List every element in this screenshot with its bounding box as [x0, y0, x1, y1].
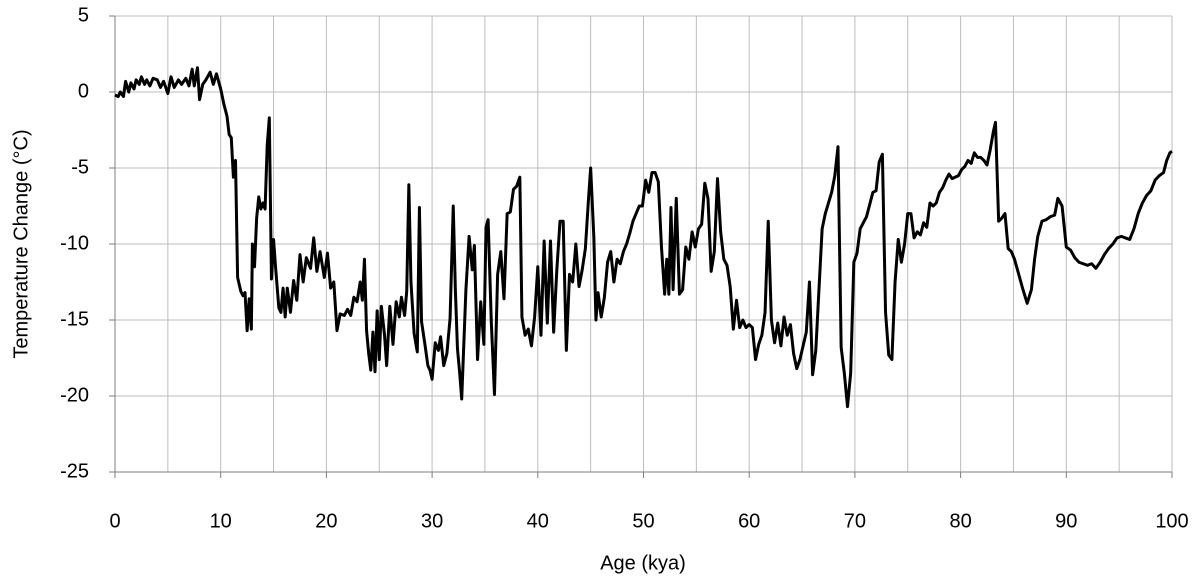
x-tick-label: 30: [421, 510, 443, 532]
x-axis-label: Age (kya): [600, 552, 686, 574]
data-line: [114, 66, 1173, 409]
y-tick-label: -15: [60, 308, 89, 330]
x-tick-label: 60: [738, 510, 760, 532]
y-tick-label: -10: [60, 232, 89, 254]
x-tick-label: 40: [527, 510, 549, 532]
x-tick-label: 20: [315, 510, 337, 532]
x-tick-label: 90: [1055, 510, 1077, 532]
x-tick-label: 70: [844, 510, 866, 532]
x-tick-label: 10: [210, 510, 232, 532]
x-tick-label: 50: [632, 510, 654, 532]
y-axis-label: Temperature Change (°C): [10, 129, 32, 358]
x-tick-label: 80: [949, 510, 971, 532]
y-tick-label: -20: [60, 384, 89, 406]
y-tick-label: -25: [60, 460, 89, 482]
x-tick-label: 0: [109, 510, 120, 532]
y-tick-label: 0: [78, 80, 89, 102]
x-tick-label: 100: [1155, 510, 1188, 532]
y-tick-label: 5: [78, 4, 89, 26]
y-tick-label: -5: [71, 156, 89, 178]
